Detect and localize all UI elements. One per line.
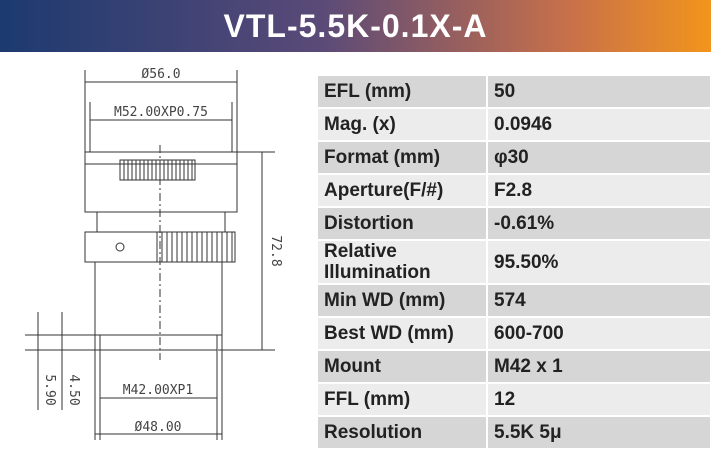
spec-name: FFL (mm)	[318, 384, 488, 415]
spec-row: Resolution 5.5K 5μ	[318, 417, 710, 448]
dimension-label: M42.00XP1	[123, 383, 193, 398]
spec-row: Mag. (x) 0.0946	[318, 109, 710, 140]
spec-name: Resolution	[318, 417, 488, 448]
dimension-label: Ø56.0	[141, 67, 180, 82]
spec-value: 12	[488, 384, 710, 415]
spec-value: -0.61%	[488, 208, 710, 239]
spec-value: φ30	[488, 142, 710, 173]
dimension-label: M52.00XP0.75	[114, 105, 208, 120]
spec-row: EFL (mm) 50	[318, 76, 710, 107]
spec-name: Aperture(F/#)	[318, 175, 488, 206]
spec-name: Distortion	[318, 208, 488, 239]
spec-row: FFL (mm) 12	[318, 384, 710, 415]
spec-value: 600-700	[488, 318, 710, 349]
spec-row: Mount M42 x 1	[318, 351, 710, 382]
spec-value: 0.0946	[488, 109, 710, 140]
spec-value: 50	[488, 76, 710, 107]
spec-name: Relative Illumination	[318, 241, 488, 283]
spec-value: 95.50%	[488, 241, 710, 283]
spec-row: Distortion -0.61%	[318, 208, 710, 239]
spec-row: Relative Illumination 95.50%	[318, 241, 710, 283]
spec-name: Mag. (x)	[318, 109, 488, 140]
spec-name: Format (mm)	[318, 142, 488, 173]
dimension-label: 5.90	[42, 374, 57, 405]
lens-drawing: Ø56.0 M52.00XP0.75 72.8 M42.00XP1 Ø48.00…	[25, 67, 283, 440]
spec-name: Mount	[318, 351, 488, 382]
dimension-label: Ø48.00	[135, 420, 182, 435]
spec-table: EFL (mm) 50 Mag. (x) 0.0946 Format (mm) φ30 Ap…	[318, 74, 710, 450]
spec-name: Best WD (mm)	[318, 318, 488, 349]
spec-row: Format (mm) φ30	[318, 142, 710, 173]
spec-value: 574	[488, 285, 710, 316]
spec-value: F2.8	[488, 175, 710, 206]
spec-value: M42 x 1	[488, 351, 710, 382]
dimension-label: 4.50	[66, 374, 81, 405]
spec-name: EFL (mm)	[318, 76, 488, 107]
spec-row: Min WD (mm) 574	[318, 285, 710, 316]
title-banner: VTL-5.5K-0.1X-A	[0, 0, 711, 52]
spec-row: Best WD (mm) 600-700	[318, 318, 710, 349]
spec-value: 5.5K 5μ	[488, 417, 710, 448]
spec-name: Min WD (mm)	[318, 285, 488, 316]
spec-row: Aperture(F/#) F2.8	[318, 175, 710, 206]
dimension-label: 72.8	[268, 235, 283, 266]
